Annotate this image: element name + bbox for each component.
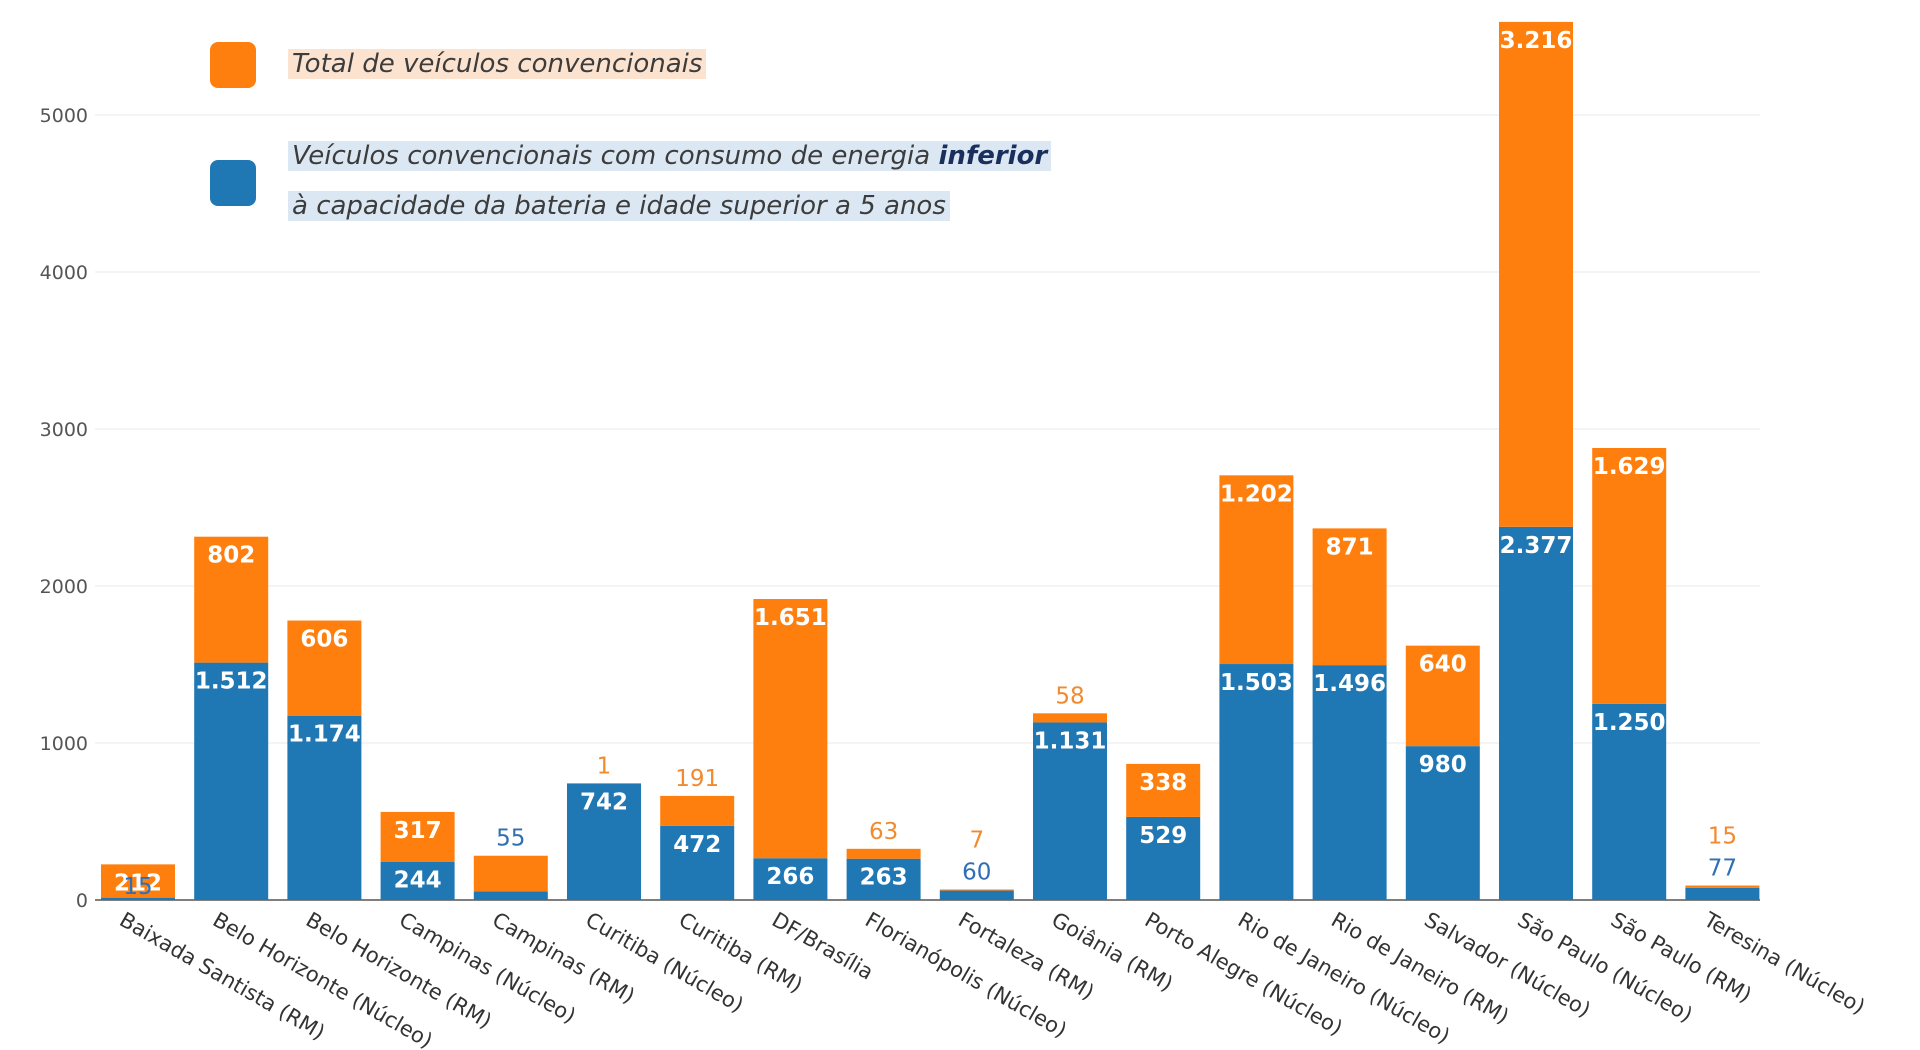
legend-label-inferior-line1: Veículos convencionais com consumo de en…: [288, 136, 1052, 176]
data-label-total: 1.651: [754, 605, 827, 631]
data-label-total: 58: [1055, 683, 1084, 709]
legend-label-inferior-prefix: Veículos convencionais com consumo de en…: [292, 141, 939, 171]
data-label-total: 1.202: [1220, 481, 1293, 507]
bar-inferior: [753, 858, 828, 900]
legend-label-inferior-line2: à capacidade da bateria e idade superior…: [288, 186, 950, 226]
bar-total: [1219, 475, 1294, 665]
data-label-total: 227: [487, 794, 535, 820]
data-label-inferior: 742: [580, 790, 628, 816]
bar-total: [1126, 763, 1201, 817]
legend-label-inferior-line1-text: Veículos convencionais com consumo de en…: [288, 141, 1052, 171]
data-label-inferior: 1.512: [195, 669, 268, 695]
bar-inferior: [1592, 703, 1667, 900]
bar-total: [194, 536, 269, 663]
bar-inferior: [380, 861, 455, 900]
data-labels: 212158021.5126061.1743172442275517421914…: [114, 28, 1737, 900]
data-label-total: 317: [394, 818, 442, 844]
data-label-inferior: 77: [1708, 856, 1737, 882]
data-label-inferior: 1.174: [288, 722, 361, 748]
data-label-total: 3.216: [1500, 28, 1573, 54]
data-label-total: 338: [1139, 770, 1187, 796]
y-tick-label: 3000: [40, 419, 88, 441]
bar-inferior: [194, 662, 269, 900]
data-label-inferior: 1.131: [1034, 728, 1107, 754]
bar-inferior: [1405, 746, 1480, 900]
bar-total: [753, 599, 828, 859]
y-tick-label: 5000: [40, 105, 88, 127]
y-tick-label: 1000: [40, 733, 88, 755]
legend-label-total: Total de veículos convencionais: [288, 44, 707, 84]
x-tick-label: Curitiba (Núcleo): [582, 908, 748, 1018]
bar-total: [846, 848, 921, 859]
bar-total: [1499, 21, 1573, 527]
x-tick-label: Teresina (Núcleo): [1699, 907, 1869, 1019]
bar-inferior: [101, 897, 175, 900]
data-label-inferior: 244: [394, 868, 442, 894]
data-label-total: 802: [207, 543, 255, 569]
bar-inferior: [660, 825, 735, 900]
data-label-total: 1.629: [1593, 454, 1666, 480]
data-label-inferior: 266: [766, 864, 814, 890]
bar-total: [101, 864, 175, 898]
bar-inferior: [287, 715, 362, 900]
bar-total: [1405, 645, 1480, 747]
legend-swatch-orange: [210, 42, 256, 88]
bars: [101, 21, 1760, 900]
bar-total: [1685, 885, 1760, 888]
bar-inferior: [1126, 816, 1201, 900]
data-label-inferior: 60: [962, 859, 991, 885]
data-label-inferior: 2.377: [1500, 533, 1573, 559]
data-label-total: 7: [969, 827, 984, 853]
data-label-inferior: 1.250: [1593, 710, 1666, 736]
data-label-inferior: 1.496: [1313, 671, 1386, 697]
bar-total: [1592, 447, 1667, 704]
bar-inferior: [846, 858, 921, 900]
data-label-total: 1: [597, 753, 612, 779]
data-label-inferior: 15: [123, 874, 152, 900]
legend-label-inferior-bold: inferior: [938, 141, 1048, 171]
data-label-total: 871: [1326, 534, 1374, 560]
bar-total: [287, 620, 362, 716]
bar-inferior: [939, 890, 1014, 900]
x-tick-label: São Paulo (Núcleo): [1514, 908, 1697, 1028]
legend: Total de veículos convencionais Veículos…: [210, 40, 1070, 240]
data-label-total: 212: [114, 870, 162, 896]
data-label-total: 191: [675, 766, 719, 792]
data-label-total: 63: [869, 819, 898, 845]
bar-inferior: [1219, 664, 1294, 900]
bar-total: [380, 811, 455, 862]
bar-inferior: [1685, 887, 1760, 900]
data-label-inferior: 263: [860, 865, 908, 891]
data-label-total: 15: [1708, 824, 1737, 850]
bar-total: [660, 795, 735, 826]
gridlines: [95, 114, 1760, 901]
bar-inferior: [1312, 665, 1387, 900]
data-label-total: 640: [1419, 652, 1467, 678]
bar-total: [473, 855, 548, 892]
bar-inferior: [567, 783, 641, 900]
x-axis-ticks: Baixada Santista (RM)Belo Horizonte (Núc…: [116, 907, 1870, 1050]
data-label-inferior: 55: [496, 826, 525, 852]
data-label-inferior: 1.503: [1220, 670, 1293, 696]
data-label-inferior: 980: [1419, 752, 1467, 778]
bar-total: [1033, 713, 1107, 723]
y-axis-ticks: 0 1000 2000 3000 4000 5000: [40, 105, 88, 912]
data-label-total: 606: [300, 627, 348, 653]
bar-inferior: [1033, 722, 1107, 900]
legend-label-total-text: Total de veículos convencionais: [288, 49, 707, 79]
bar-total: [939, 889, 1014, 891]
y-tick-label: 0: [76, 890, 88, 912]
y-tick-label: 4000: [40, 262, 88, 284]
y-tick-label: 2000: [40, 576, 88, 598]
legend-swatch-blue: [210, 160, 256, 206]
data-label-inferior: 529: [1139, 823, 1187, 849]
bar-total: [1312, 528, 1387, 666]
bar-inferior: [1499, 526, 1573, 900]
bar-inferior: [473, 891, 548, 900]
data-label-inferior: 472: [673, 832, 721, 858]
legend-label-inferior-line2-text: à capacidade da bateria e idade superior…: [288, 191, 950, 221]
